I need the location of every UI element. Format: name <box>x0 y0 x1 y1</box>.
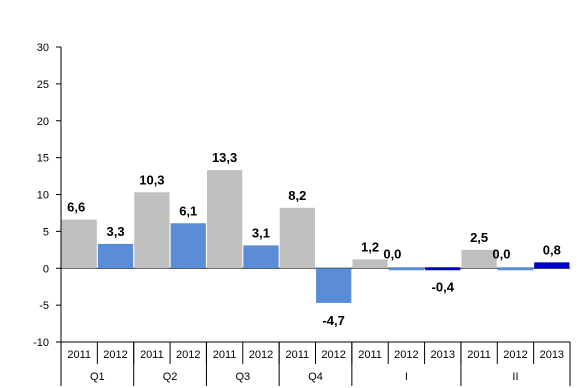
bar-Q3-2011 <box>206 170 243 269</box>
chart-bars <box>61 170 570 303</box>
y-tick-label: 30 <box>37 42 49 54</box>
year-tick-label: 2012 <box>394 349 418 361</box>
data-label: 3,1 <box>252 225 270 240</box>
year-tick-label: 2012 <box>249 349 273 361</box>
y-tick-label: 5 <box>43 226 49 238</box>
year-tick-label: 2012 <box>176 349 200 361</box>
year-tick-label: 2011 <box>213 349 237 361</box>
data-label: 0,0 <box>383 246 401 261</box>
y-tick-label: -10 <box>33 337 49 349</box>
bar-I-2013 <box>425 267 461 271</box>
bar-Q2-2012 <box>170 223 206 269</box>
y-tick-label: 20 <box>37 116 49 128</box>
data-label: 3,3 <box>106 224 124 239</box>
group-label-II: II <box>512 371 518 383</box>
year-tick-label: 2011 <box>358 349 382 361</box>
chart-category-axis: 2011 2012 Q1 2011 2012 Q2 2011 2012 Q3 2011 2012 Q4… <box>60 341 571 386</box>
data-label: 2,5 <box>470 230 488 245</box>
data-label: 13,3 <box>212 150 237 165</box>
data-label: 6,1 <box>179 203 197 218</box>
bar-Q1-2011 <box>61 219 97 269</box>
bar-Q2-2011 <box>134 192 170 269</box>
data-label: 1,2 <box>361 239 379 254</box>
year-tick-label: 2012 <box>103 349 127 361</box>
year-tick-label: 2011 <box>285 349 309 361</box>
data-label: -0,4 <box>432 279 455 294</box>
bar-Q4-2012 <box>316 268 352 303</box>
y-tick-label: -5 <box>39 300 49 312</box>
chart-data-labels: 6,6 3,3 10,3 6,1 13,3 3,1 8,2 -4,7 1,2 0,0 -0,4 2,5… <box>67 150 561 328</box>
bar-II-2012 <box>497 267 534 271</box>
bar-Q4-2011 <box>279 207 315 269</box>
bar-I-2011 <box>352 259 388 269</box>
y-tick-label: 10 <box>37 190 49 202</box>
data-label: 10,3 <box>139 172 164 187</box>
y-tick-label: 15 <box>37 153 49 165</box>
year-tick-label: 2012 <box>503 349 527 361</box>
year-tick-label: 2013 <box>431 349 455 361</box>
year-tick-label: 2011 <box>140 349 164 361</box>
y-tick-label: 25 <box>37 79 49 91</box>
data-label: 6,6 <box>67 200 85 215</box>
y-tick-label: 0 <box>43 263 49 275</box>
group-label-Q4: Q4 <box>308 371 323 383</box>
year-tick-label: 2011 <box>467 349 491 361</box>
data-label: 0,8 <box>543 242 561 257</box>
year-tick-label: 2011 <box>67 349 91 361</box>
group-label-Q3: Q3 <box>235 371 250 383</box>
group-label-Q2: Q2 <box>163 371 178 383</box>
bar-I-2012 <box>388 267 425 271</box>
bar-II-2011 <box>461 249 497 269</box>
year-tick-label: 2013 <box>540 349 564 361</box>
data-label: 0,0 <box>492 246 510 261</box>
bar-Q3-2012 <box>243 245 279 269</box>
data-label: 8,2 <box>288 188 306 203</box>
bar-II-2013 <box>534 262 570 269</box>
group-label-I: I <box>405 371 408 383</box>
year-tick-label: 2012 <box>321 349 345 361</box>
group-label-Q1: Q1 <box>90 371 105 383</box>
bar-Q1-2012 <box>97 243 134 269</box>
data-label: -4,7 <box>322 313 344 328</box>
